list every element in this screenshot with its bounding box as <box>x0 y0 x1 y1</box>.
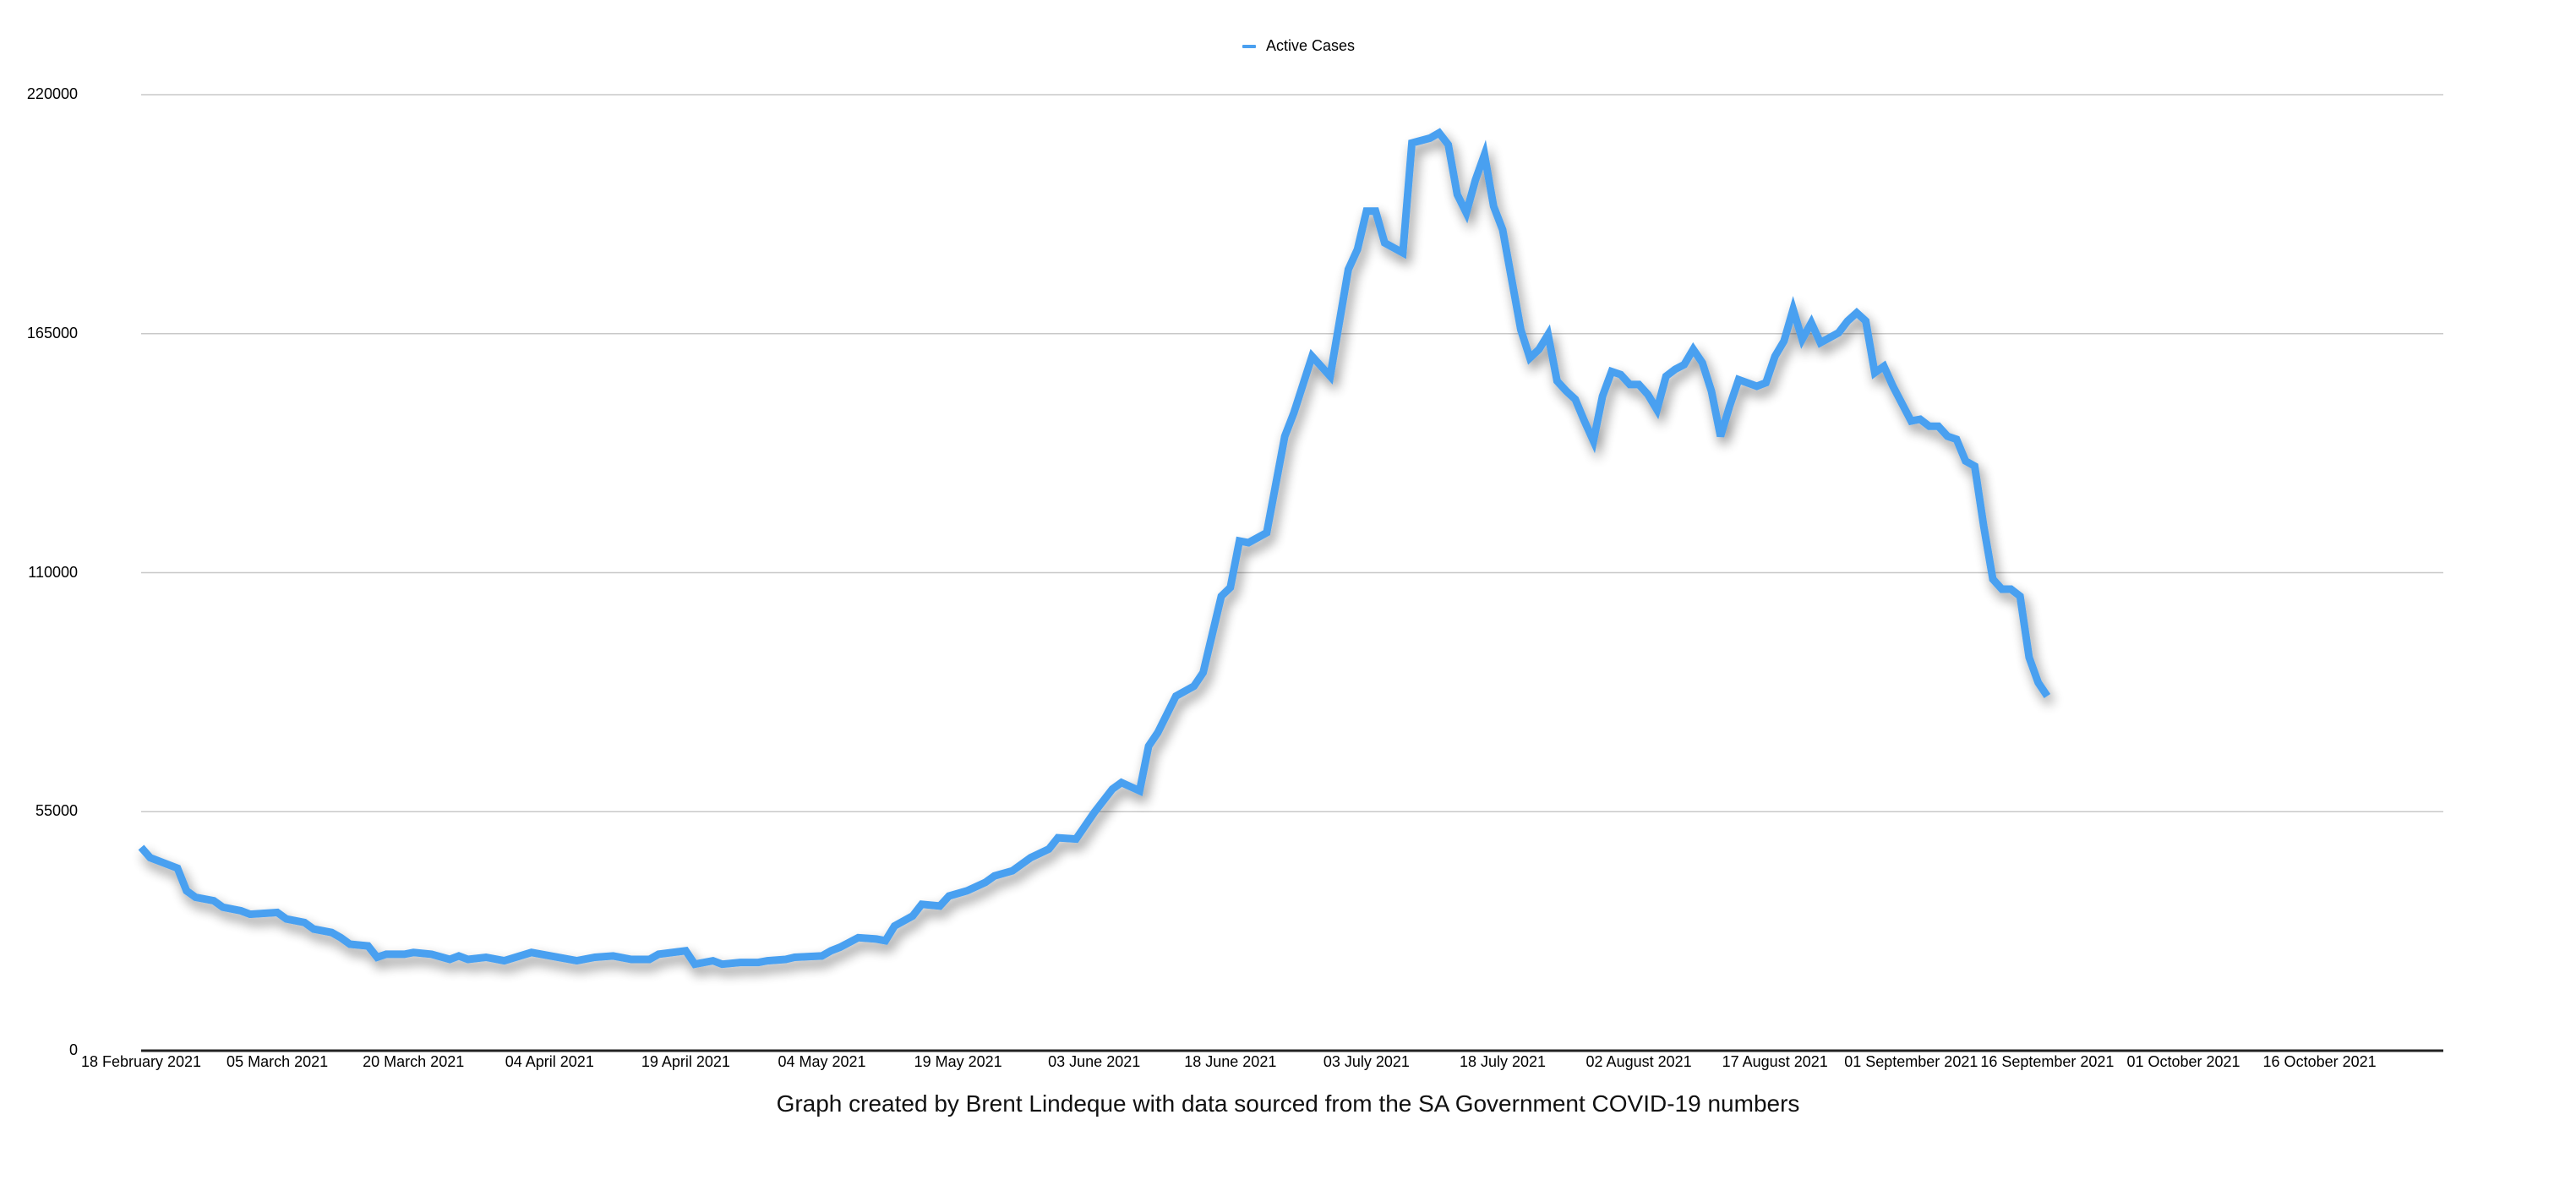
x-tick-label: 16 October 2021 <box>2262 1053 2377 1070</box>
horizontal-gridlines <box>141 94 2443 812</box>
x-tick-label: 04 May 2021 <box>778 1053 866 1070</box>
x-tick-label: 16 September 2021 <box>1980 1053 2115 1070</box>
x-tick-label: 05 March 2021 <box>226 1053 329 1070</box>
y-tick-label: 220000 <box>26 85 78 102</box>
legend: Active Cases <box>1242 37 1355 55</box>
legend-swatch-icon <box>1242 44 1256 48</box>
x-tick-label: 03 June 2021 <box>1048 1053 1141 1070</box>
x-tick-label: 03 July 2021 <box>1323 1053 1410 1070</box>
x-tick-label: 04 April 2021 <box>505 1053 594 1070</box>
x-tick-label: 02 August 2021 <box>1585 1053 1692 1070</box>
y-tick-label: 165000 <box>26 324 78 341</box>
y-tick-label: 110000 <box>28 563 78 581</box>
x-tick-label: 01 October 2021 <box>2126 1053 2240 1070</box>
x-tick-label: 20 March 2021 <box>363 1053 465 1070</box>
y-tick-label: 0 <box>68 1041 78 1058</box>
x-tick-label: 18 February 2021 <box>80 1053 202 1070</box>
chart-caption: Graph created by Brent Lindeque with dat… <box>776 1090 1800 1117</box>
x-tick-label: 19 April 2021 <box>641 1053 730 1070</box>
x-tick-label: 18 July 2021 <box>1459 1053 1547 1070</box>
x-tick-label: 18 June 2021 <box>1184 1053 1277 1070</box>
x-tick-label: 01 September 2021 <box>1844 1053 1978 1070</box>
x-tick-label: 19 May 2021 <box>914 1053 1002 1070</box>
x-tick-label: 17 August 2021 <box>1722 1053 1828 1070</box>
active-cases-line <box>138 128 2051 969</box>
y-tick-label: 55000 <box>35 802 78 820</box>
legend-label: Active Cases <box>1266 37 1356 54</box>
